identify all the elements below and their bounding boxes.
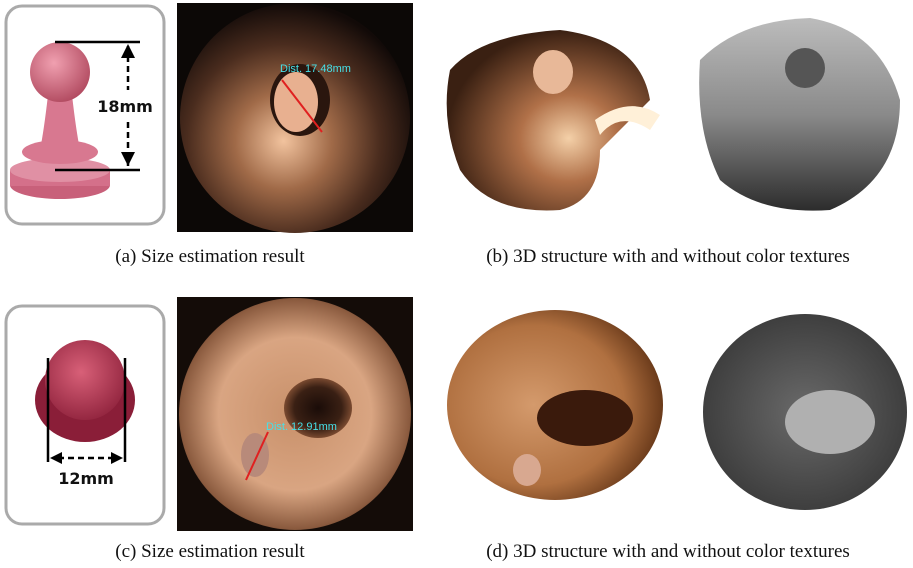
size-label: 12mm	[58, 469, 114, 488]
caption: (d) 3D structure with and without color …	[486, 541, 850, 562]
distance-label: Dist. 12.91mm	[266, 421, 337, 433]
distance-label: Dist. 17.48mm	[280, 63, 351, 75]
point-cloud-gray	[699, 18, 900, 211]
caption: (b) 3D structure with and without color …	[486, 246, 850, 267]
figure: 18mm Dist. 17.48mm (a) Size estimation r…	[0, 0, 913, 568]
caption: (a) Size estimation result	[115, 246, 305, 267]
caption: (c) Size estimation result	[115, 541, 305, 562]
size-label: 18mm	[97, 97, 153, 116]
